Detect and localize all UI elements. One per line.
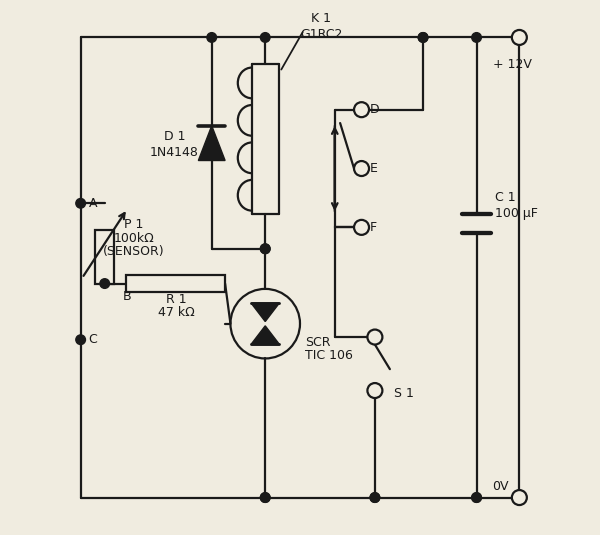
Circle shape <box>260 33 270 42</box>
Circle shape <box>418 33 428 42</box>
Text: D 1: D 1 <box>164 130 185 143</box>
Text: P 1: P 1 <box>124 218 144 231</box>
Text: + 12V: + 12V <box>493 58 532 71</box>
Circle shape <box>367 330 382 345</box>
Text: C 1: C 1 <box>495 192 516 204</box>
Circle shape <box>472 493 481 502</box>
Circle shape <box>472 493 481 502</box>
Circle shape <box>367 383 382 398</box>
Circle shape <box>472 33 481 42</box>
Text: B: B <box>122 291 131 303</box>
Text: 47 kΩ: 47 kΩ <box>158 307 194 319</box>
Text: K 1: K 1 <box>311 12 331 25</box>
Text: F: F <box>370 221 377 234</box>
Circle shape <box>370 493 380 502</box>
Circle shape <box>207 33 217 42</box>
Text: C: C <box>89 333 97 346</box>
Circle shape <box>260 244 270 254</box>
Text: D: D <box>370 103 379 116</box>
Circle shape <box>76 198 85 208</box>
Text: A: A <box>89 197 97 210</box>
Polygon shape <box>251 303 279 322</box>
Text: S 1: S 1 <box>394 387 413 400</box>
Circle shape <box>260 493 270 502</box>
Text: TIC 106: TIC 106 <box>305 349 353 362</box>
Circle shape <box>354 102 369 117</box>
Text: 1N4148: 1N4148 <box>150 146 199 159</box>
Text: (SENSOR): (SENSOR) <box>103 245 165 258</box>
Circle shape <box>260 244 270 254</box>
Text: 100kΩ: 100kΩ <box>114 232 155 244</box>
Polygon shape <box>199 126 225 160</box>
Text: 100 μF: 100 μF <box>495 208 538 220</box>
Circle shape <box>100 279 110 288</box>
Circle shape <box>418 33 428 42</box>
Bar <box>95 230 114 284</box>
Circle shape <box>354 220 369 235</box>
Text: 0V: 0V <box>493 480 509 493</box>
Text: R 1: R 1 <box>166 293 186 306</box>
Circle shape <box>370 493 380 502</box>
Circle shape <box>512 490 527 505</box>
Circle shape <box>512 30 527 45</box>
Circle shape <box>260 493 270 502</box>
Text: SCR: SCR <box>305 336 331 349</box>
Circle shape <box>354 161 369 176</box>
Polygon shape <box>251 326 279 344</box>
Circle shape <box>76 335 85 345</box>
Text: G1RC2: G1RC2 <box>300 28 343 41</box>
Text: E: E <box>370 162 377 175</box>
Bar <box>126 275 225 292</box>
